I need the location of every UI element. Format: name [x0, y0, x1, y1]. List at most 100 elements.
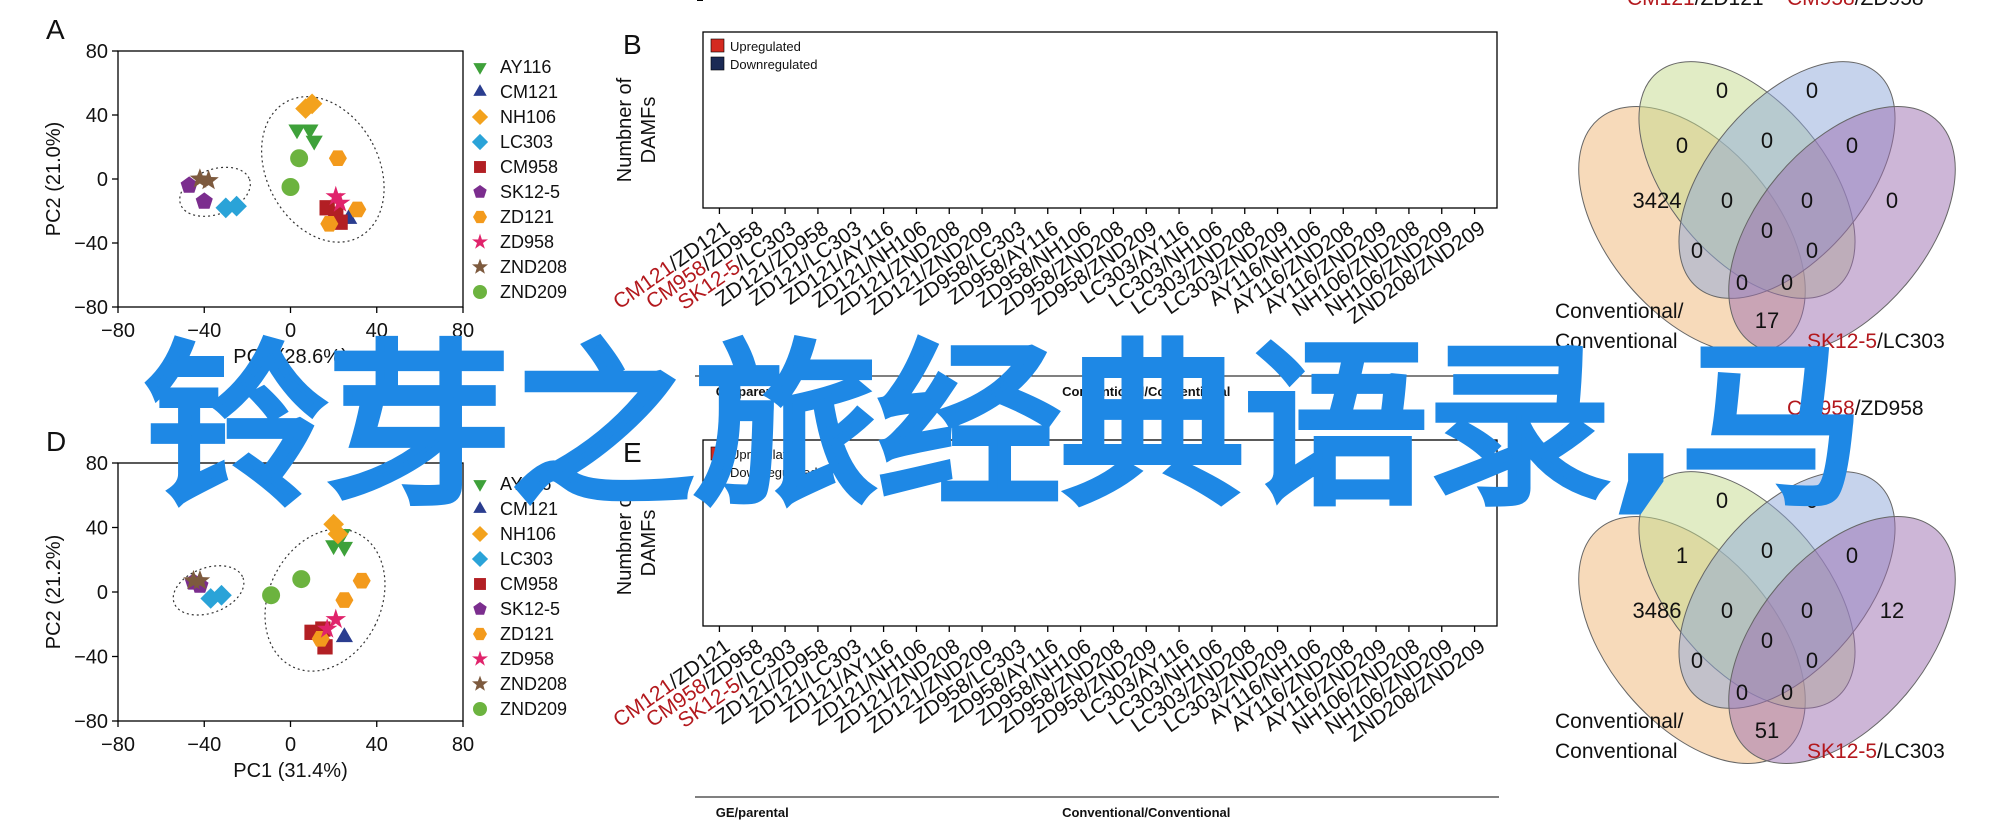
bar-value-label: 906: [1004, 0, 1026, 3]
venn-region-count: 0: [1806, 78, 1818, 103]
y-tick-label: 2000: [649, 0, 694, 5]
venn-region-count: 0: [1886, 188, 1898, 213]
y-axis-label: PC2 (21.2%): [43, 535, 65, 650]
y-tick-label: 1200: [649, 0, 694, 5]
data-point: [335, 627, 353, 643]
legend-label: LC303: [500, 549, 553, 569]
pca-plot-A: A −80 −40 0 40 80 80 40 0 −40 −80 PC1 (28.6%) PC2 (2…: [43, 14, 567, 368]
legend-label: CM121: [500, 82, 558, 102]
data-point: [305, 135, 323, 151]
x-tick-label: −80: [101, 734, 135, 756]
y-tick-label: −40: [74, 233, 108, 255]
panel-label: B: [623, 29, 642, 60]
bar-value-label: 898: [1168, 0, 1190, 3]
bar-value-label: 0: [1044, 0, 1051, 3]
legend-marker: [473, 285, 487, 299]
data-point: [325, 608, 347, 629]
bar-value-label: 0: [716, 0, 723, 3]
venn-set-label: Conventional/: [1555, 300, 1684, 323]
bar-value-label: 5: [1307, 0, 1314, 3]
legend-label: ZD958: [500, 649, 554, 669]
panel-label: E: [623, 437, 642, 468]
bar-value-label: 48: [1435, 0, 1449, 3]
legend-label: ZD121: [500, 624, 554, 644]
x-tick-label: −80: [101, 320, 135, 342]
legend-label: SK12-5: [500, 182, 560, 202]
legend-marker: [473, 84, 487, 96]
y-tick-label: 1600: [649, 0, 694, 5]
data-point: [262, 586, 281, 605]
bar-value-label: 0: [880, 0, 887, 3]
legend-marker: [471, 109, 489, 125]
y-tick-label: 40: [86, 105, 108, 127]
bar-value-label: 1816: [1197, 0, 1226, 3]
venn-region-count: 0: [1716, 78, 1728, 103]
group-label: Conventional/Conventional: [1062, 384, 1230, 399]
venn-region-count: 0: [1846, 133, 1858, 158]
bar-value-label: 109: [1431, 0, 1453, 3]
x-tick-label: 80: [452, 734, 474, 756]
data-point: [195, 192, 213, 209]
y-tick-label: 0: [682, 0, 693, 5]
bar-chart-B: B0400800120016002000Numbner ofDAMFs0CM12…: [609, 0, 1499, 399]
legend-label: Downregulated: [730, 57, 817, 72]
data-point: [316, 618, 338, 638]
x-tick-label: 80: [452, 320, 474, 342]
venn-region-count: 0: [1736, 680, 1748, 705]
venn-set-ellipse: [1728, 105, 1956, 355]
data-point: [226, 195, 247, 217]
bar-value-label: 475: [1464, 0, 1486, 3]
legend-marker: [473, 480, 487, 492]
legend-marker: [473, 210, 487, 224]
venn-set-label: Conventional: [1555, 740, 1678, 763]
legend-marker: [474, 578, 486, 590]
venn-region-count: 12: [1880, 598, 1904, 623]
bar-value-label: 307: [1168, 0, 1190, 3]
legend-label: ZD958: [500, 232, 554, 252]
data-point: [327, 523, 349, 545]
legend-marker: [471, 526, 489, 542]
group-label: Conventional/Conventional: [1062, 805, 1230, 820]
venn-region-count: 1: [1676, 543, 1688, 568]
bar-value-label: 103: [1234, 0, 1256, 3]
venn-region-count: 0: [1676, 133, 1688, 158]
venn-region-count: 3424: [1633, 188, 1682, 213]
venn-region-count: 0: [1846, 543, 1858, 568]
bar-value-label: 1532: [1099, 0, 1128, 3]
legend-marker: [473, 602, 487, 615]
data-point: [352, 572, 371, 589]
bar-chart-E: E0400800120016002000Numbner ofDAMFs1CM12…: [609, 0, 1499, 820]
bar-value-label: 1: [978, 0, 985, 3]
legend-marker: [473, 627, 487, 641]
legend-marker: [472, 233, 488, 249]
x-tick-label: −40: [187, 320, 221, 342]
y-tick-label: 0: [682, 0, 693, 5]
venn-region-count: 0: [1781, 680, 1793, 705]
group-label: GE/parental: [716, 805, 789, 820]
venn-set-label: SK12-5/LC303: [1807, 740, 1945, 763]
legend-label: Downregulated: [730, 465, 817, 480]
x-axis-label: PC1 (31.4%): [233, 760, 348, 782]
bar-value-label: 1020: [935, 0, 964, 3]
venn-region-count: 0: [1806, 648, 1818, 673]
x-tick-label: −40: [187, 734, 221, 756]
bar-value-label: 306: [1267, 0, 1289, 3]
y-tick-label: 0: [97, 169, 108, 191]
y-axis-label: PC2 (21.0%): [43, 122, 65, 237]
legend-label: SK12-5: [500, 599, 560, 619]
venn-region-count: 0: [1691, 238, 1703, 263]
x-tick-label: 40: [366, 734, 388, 756]
venn-region-count: 3486: [1633, 598, 1682, 623]
venn-region-count: 0: [1806, 238, 1818, 263]
panel-label: C: [1715, 0, 1735, 6]
legend-marker: [474, 161, 486, 173]
venn-region-count: 0: [1721, 188, 1733, 213]
plot-frame: [117, 462, 464, 722]
y-tick-label: −80: [74, 297, 108, 319]
y-axis-label: Numbner of DAMFs: [614, 77, 660, 182]
data-point: [281, 178, 300, 196]
legend-marker: [473, 63, 487, 75]
bar-value-label: 0: [1307, 0, 1314, 3]
group-ellipse: [261, 96, 385, 243]
